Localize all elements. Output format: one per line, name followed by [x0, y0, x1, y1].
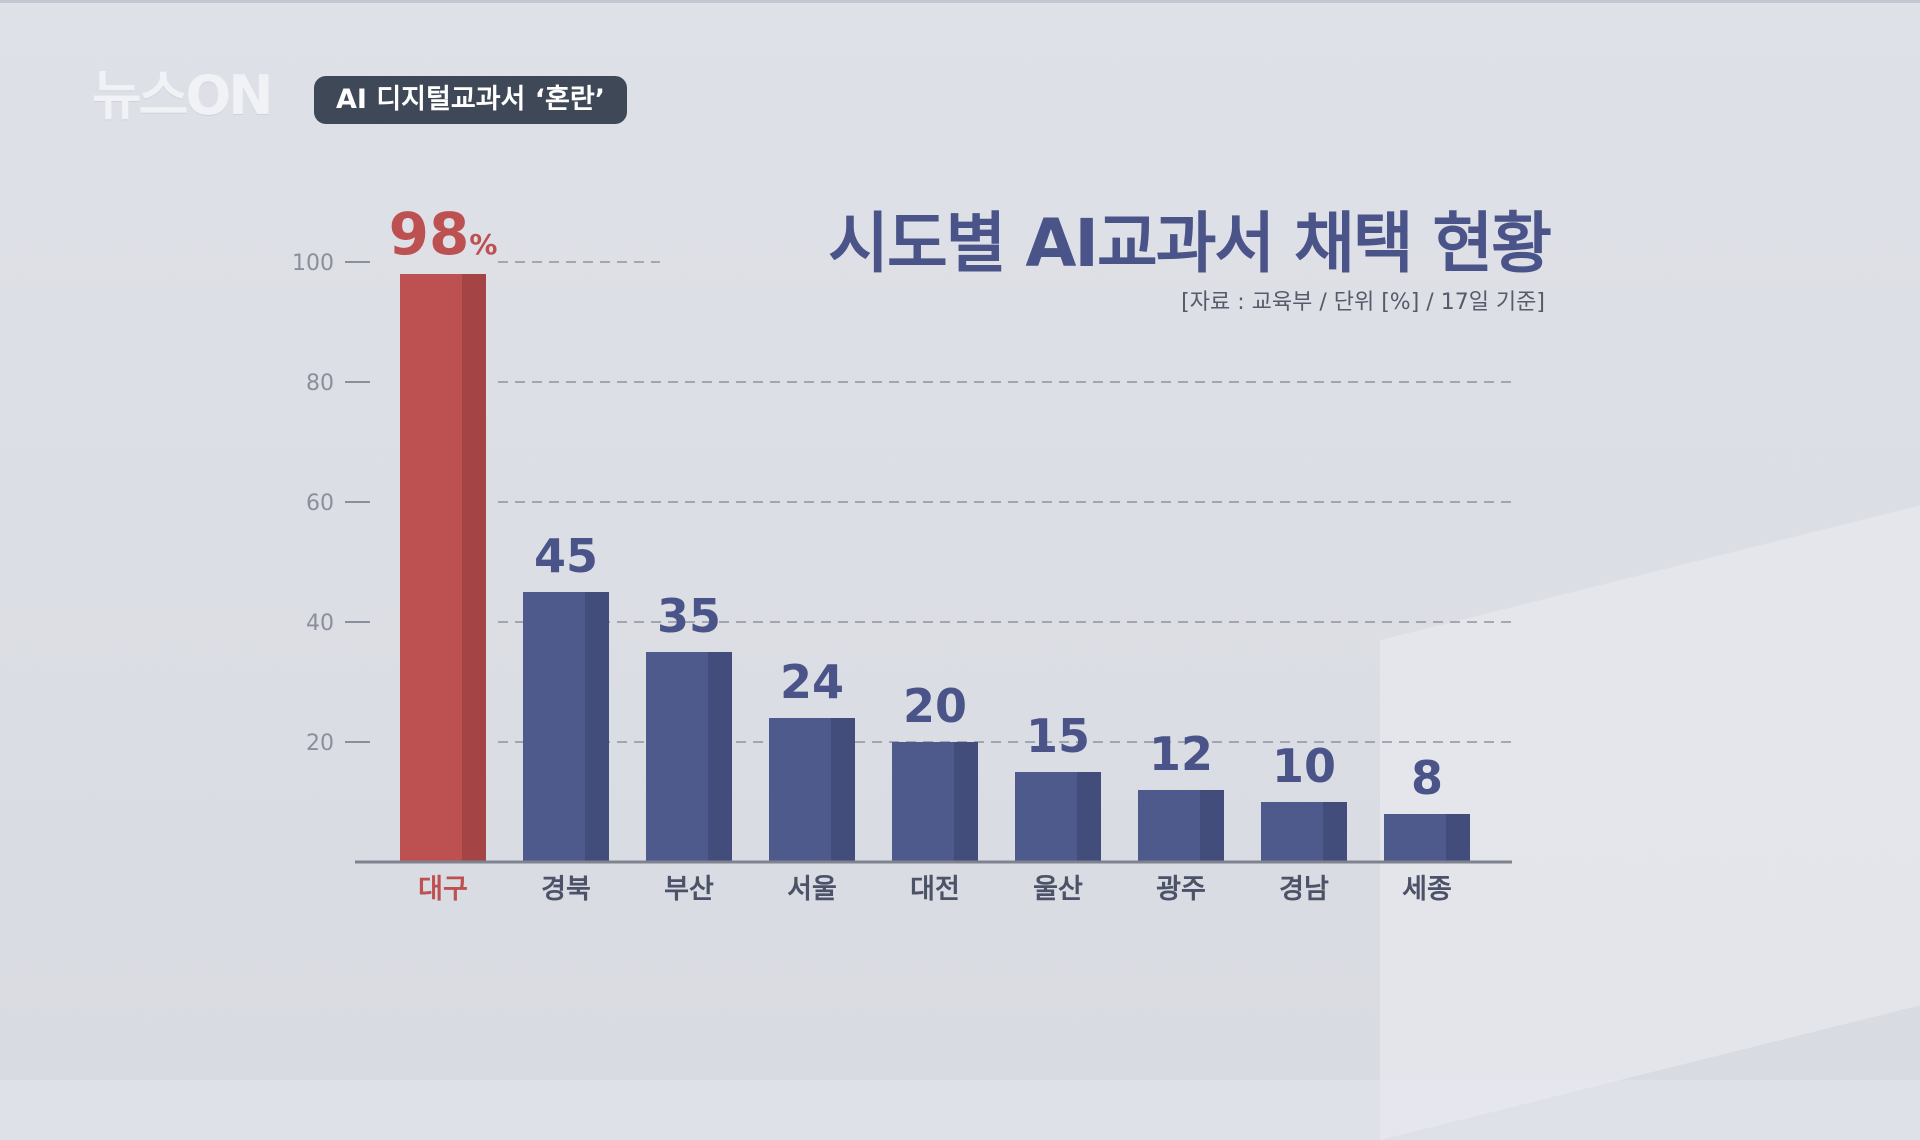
data-label: 98%	[389, 200, 498, 268]
x-tick-label: 광주	[1156, 874, 1206, 905]
x-tick-label: 서울	[787, 874, 837, 905]
x-tick-label: 부산	[664, 874, 714, 905]
data-label: 24	[780, 655, 844, 709]
bar-shade	[462, 274, 486, 862]
data-label: 20	[903, 679, 967, 733]
bar-shade	[954, 742, 978, 862]
chart-source: [자료 : 교육부 / 단위 [%] / 17일 기준]	[1181, 290, 1545, 315]
y-tick-label: 60	[306, 491, 334, 516]
data-label: 8	[1411, 751, 1443, 805]
y-tick-label: 20	[306, 731, 334, 756]
bar-shade	[1200, 790, 1224, 862]
bar-shade	[708, 652, 732, 862]
x-tick-label: 대전	[910, 874, 960, 905]
bar-shade	[1323, 802, 1347, 862]
program-tag: AI 디지털교과서 ‘혼란’	[314, 76, 627, 124]
bar-shade	[831, 718, 855, 862]
x-tick-label: 대구	[418, 874, 468, 905]
bar-shade	[1446, 814, 1470, 862]
channel-logo: 뉴스ON	[92, 64, 273, 127]
y-tick-label: 40	[306, 611, 334, 636]
y-tick-label: 100	[292, 251, 334, 276]
y-tick-label: 80	[306, 371, 334, 396]
data-label: 15	[1026, 709, 1090, 763]
x-tick-label: 경남	[1279, 874, 1329, 905]
data-label-unit: %	[469, 228, 497, 261]
bar-shade	[585, 592, 609, 862]
bar-shade	[1077, 772, 1101, 862]
top-border	[0, 0, 1920, 3]
bar-chart: 20 40 60 80 100 98% 대구 45 경북 35 부산 24 서울 20 대전 15 울산 12 광주…	[292, 200, 1515, 905]
chart-title: 시도별 AI교과서 채택 현황	[828, 205, 1552, 282]
data-label: 35	[657, 589, 721, 643]
data-label: 12	[1149, 727, 1213, 781]
x-tick-label: 세종	[1402, 874, 1452, 905]
data-label: 10	[1272, 739, 1336, 793]
x-tick-label: 경북	[541, 874, 591, 905]
data-label: 45	[534, 529, 598, 583]
x-tick-label: 울산	[1033, 874, 1083, 905]
